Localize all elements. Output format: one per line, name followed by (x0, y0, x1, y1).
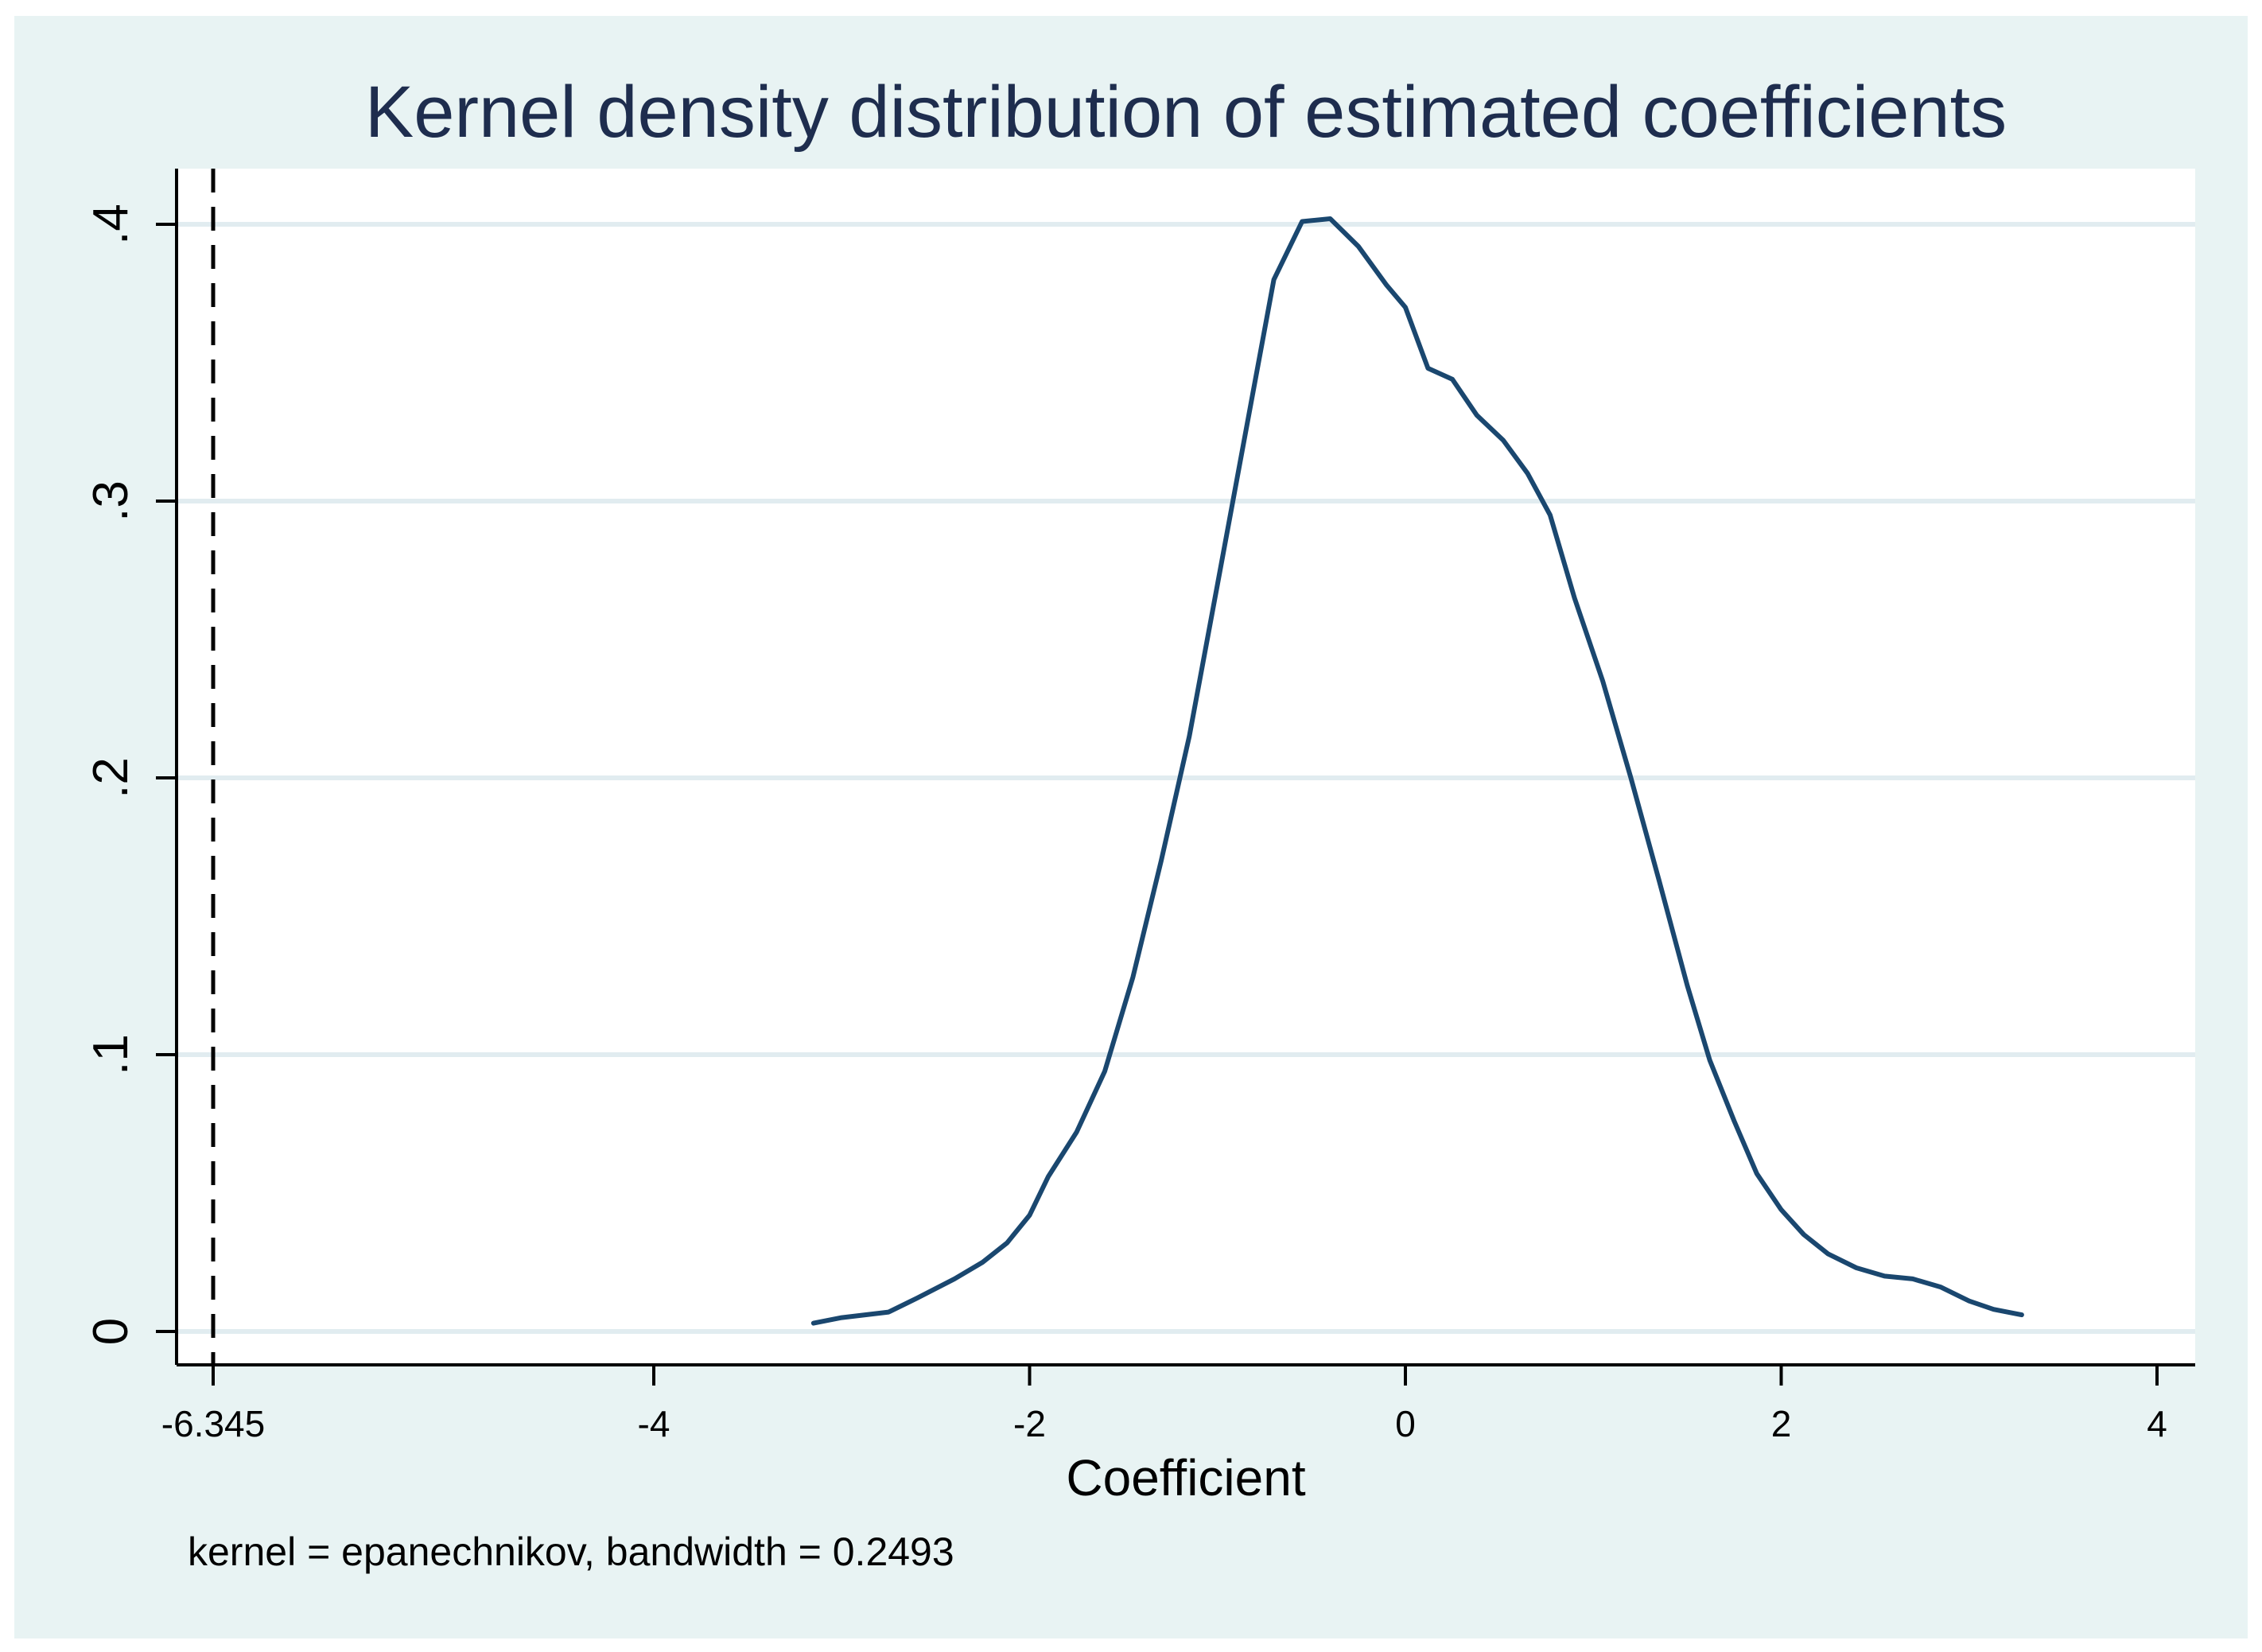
chart-note: kernel = epanechnikov, bandwidth = 0.249… (188, 1530, 954, 1574)
grid-lines (177, 222, 2195, 1334)
x-tick-label-3: 0 (1395, 1403, 1416, 1444)
x-tick-label-2: -2 (1013, 1403, 1046, 1444)
density-curve-0 (810, 216, 2024, 1326)
x-tick-label-4: 2 (1771, 1403, 1792, 1444)
axes (175, 169, 2195, 1366)
series-layer (810, 216, 2024, 1326)
chart-title: Kernel density distribution of estimated… (365, 72, 2007, 153)
y-tick-label-3: .3 (84, 480, 138, 522)
x-axis-ticks: -6.345 -4 -2 0 2 4 (161, 1365, 2167, 1444)
y-axis-ticks: 0 .1 .2 .3 .4 (84, 204, 177, 1345)
y-tick-label-1: .1 (84, 1034, 138, 1075)
y-tick-label-2: .2 (84, 757, 138, 799)
x-tick-label-1: -4 (638, 1403, 670, 1444)
x-tick-label-5: 4 (2147, 1403, 2167, 1444)
plot-area (177, 169, 2195, 1365)
x-axis-title: Coefficient (1066, 1449, 1305, 1506)
x-tick-label-0: -6.345 (161, 1403, 265, 1444)
y-tick-label-4: .4 (84, 204, 138, 245)
y-tick-label-0: 0 (84, 1318, 138, 1345)
